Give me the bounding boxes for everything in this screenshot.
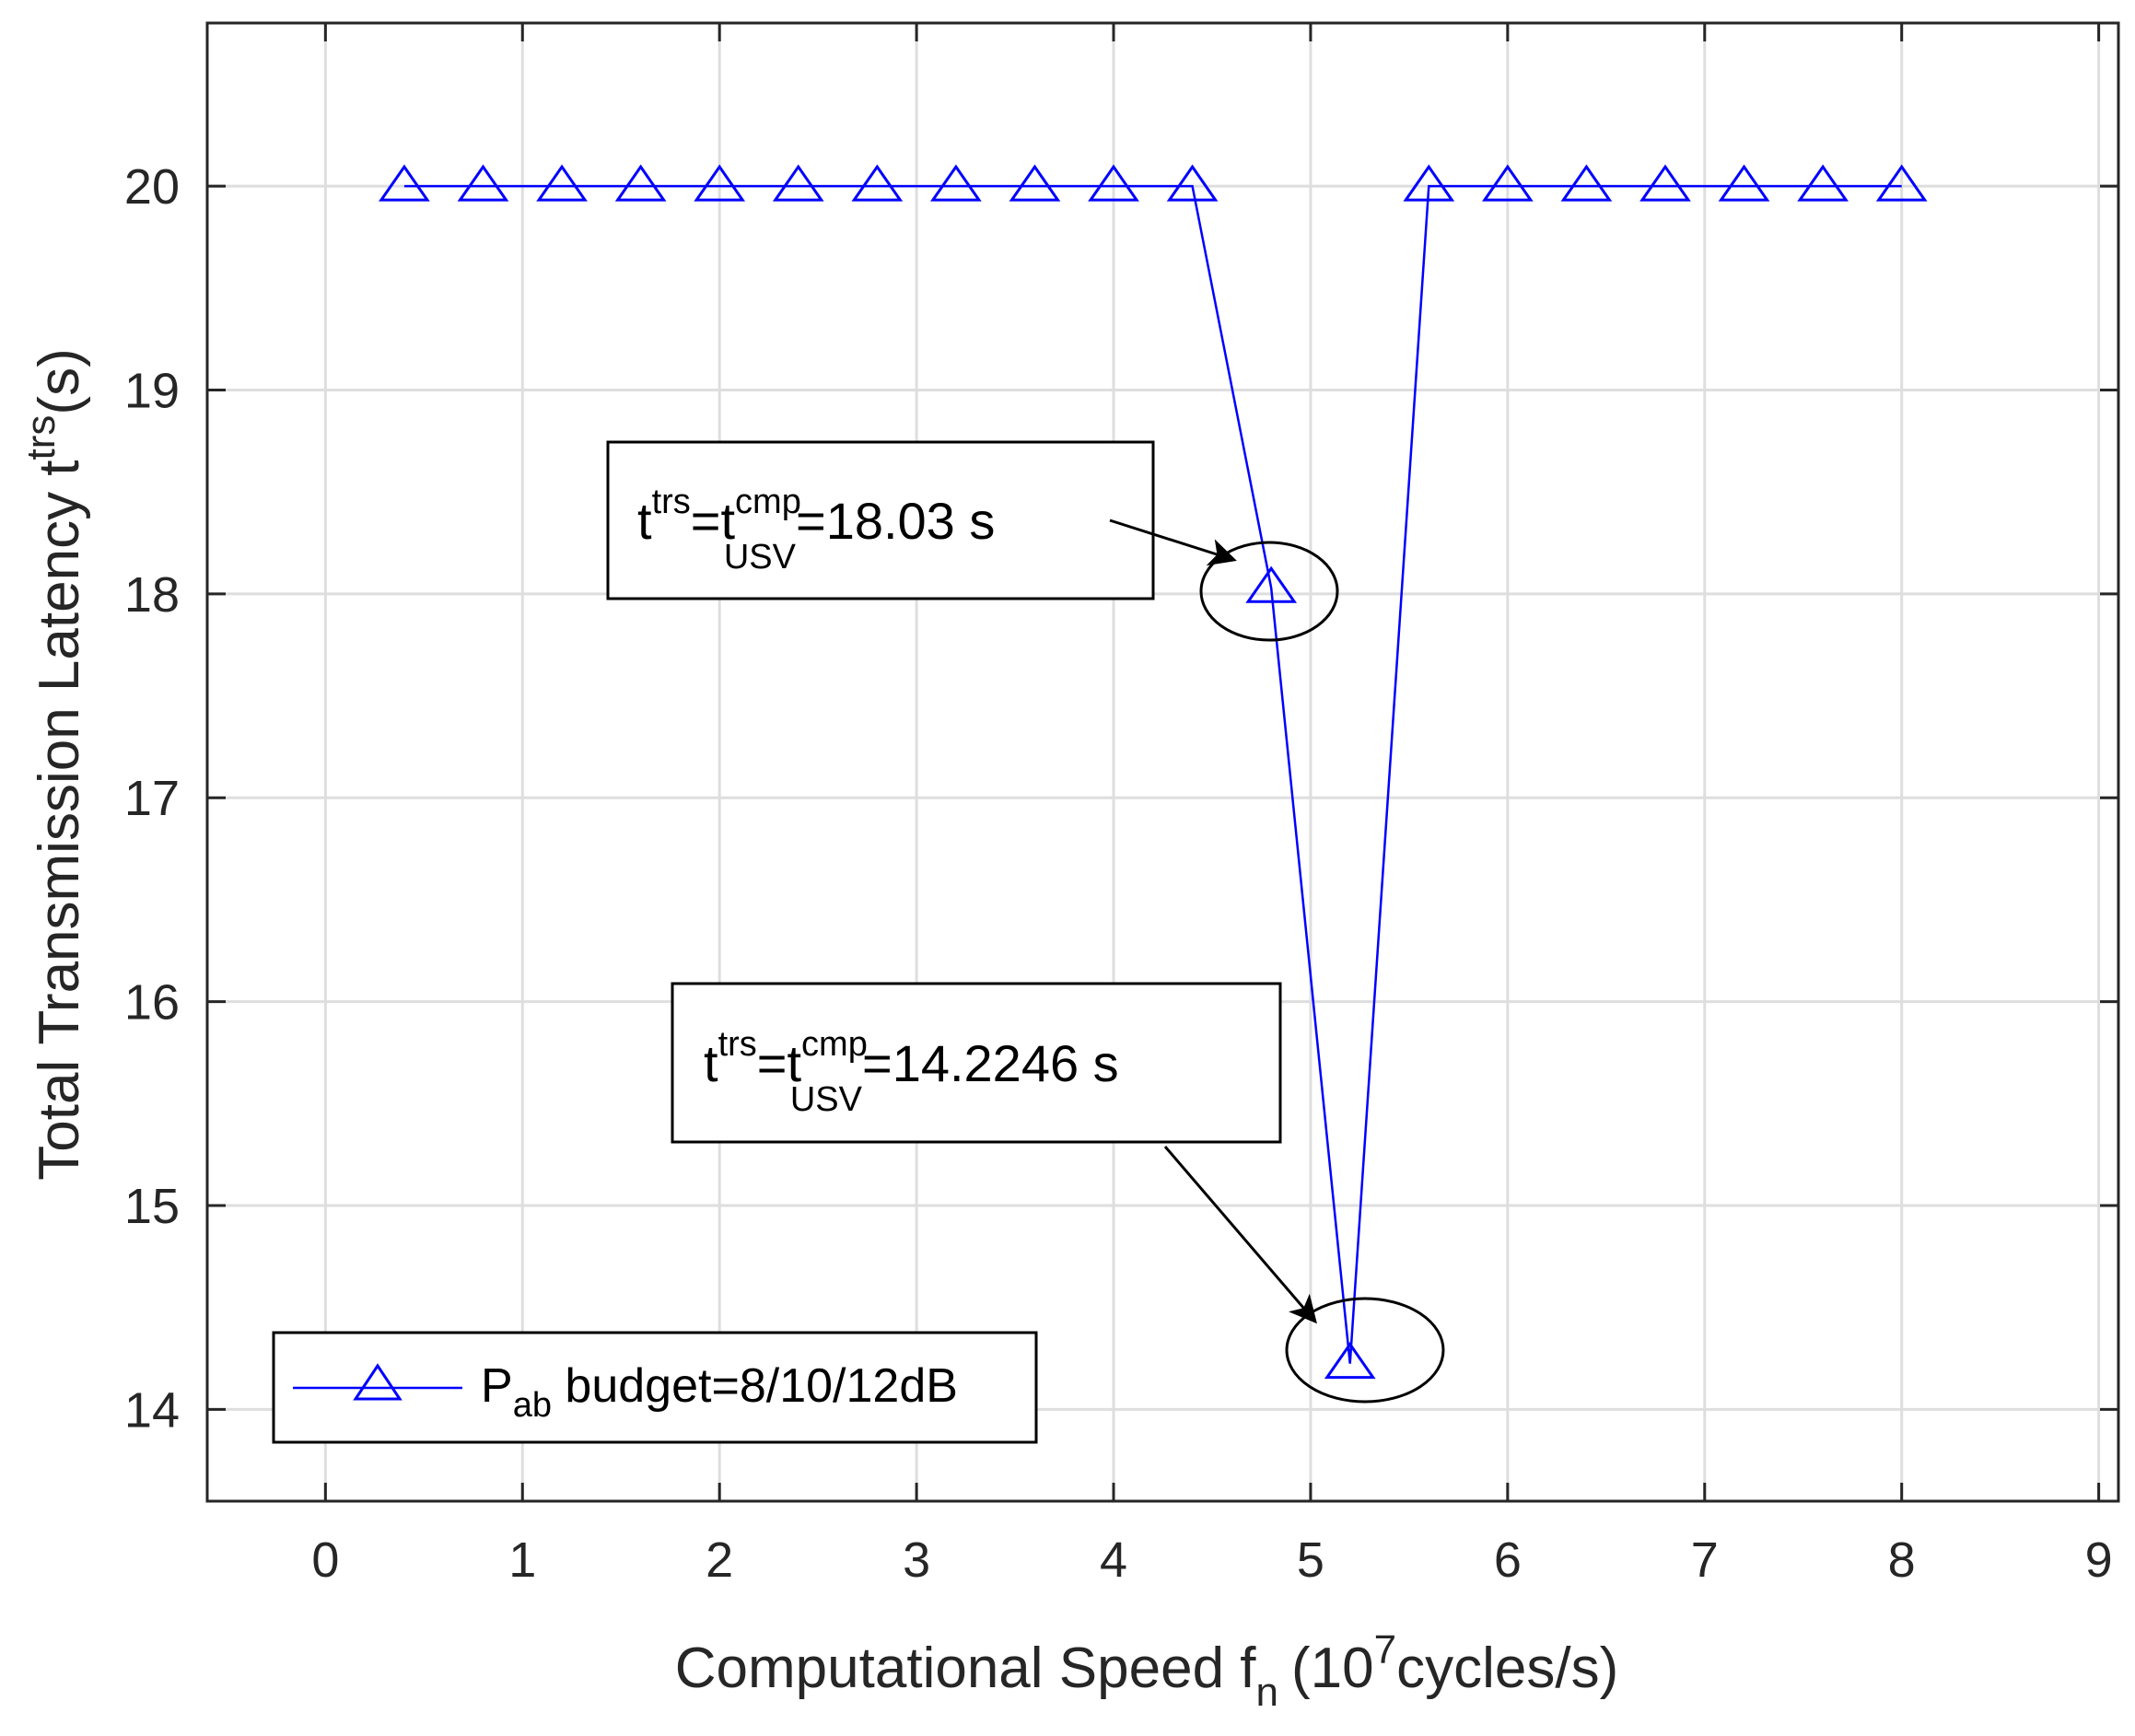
data-point-marker	[772, 164, 824, 202]
annotation-highlight-ellipse	[1199, 541, 1339, 642]
data-point-marker	[694, 164, 746, 202]
y-axis-title: Total Transmission Latency ttrs(s)	[18, 348, 91, 1180]
annotation-arrow	[1163, 1146, 1317, 1324]
data-point-marker	[1245, 565, 1298, 603]
axis-ticks	[207, 23, 2118, 1501]
y-tick-labels: 14 15 16 17 18 19 20	[124, 159, 180, 1438]
x-tick-label: 9	[2085, 1532, 2113, 1588]
x-tick-label: 1	[508, 1532, 536, 1588]
data-point-marker	[930, 164, 982, 202]
data-point-marker	[851, 164, 904, 202]
annotation-14-2246: ttrs=tcmp USV=14.2246 s	[671, 982, 1445, 1404]
x-tick-label: 7	[1691, 1532, 1719, 1588]
grid-lines	[207, 23, 2118, 1501]
y-tick-label: 17	[124, 771, 180, 826]
y-tick-label: 18	[124, 567, 180, 623]
annotation-text: ttrs=tcmp USV=14.2246 s	[704, 1025, 1119, 1119]
annotation-arrow	[1109, 518, 1237, 566]
data-point-marker	[614, 164, 667, 202]
y-tick-label: 14	[124, 1382, 180, 1438]
x-axis-title: Computational Speed fn (107cycles/s)	[675, 1627, 1618, 1715]
data-point-marker	[1403, 164, 1455, 202]
data-point-marker	[1166, 164, 1219, 202]
x-tick-label: 8	[1888, 1532, 1916, 1588]
data-point-marker	[1088, 164, 1139, 202]
x-tick-label: 5	[1297, 1532, 1324, 1588]
data-point-marker	[1797, 164, 1849, 202]
series-group	[379, 164, 1928, 1380]
x-tick-label: 4	[1100, 1532, 1127, 1588]
data-point-marker	[1875, 164, 1928, 202]
data-point-marker	[1481, 164, 1534, 202]
y-tick-label: 16	[124, 975, 180, 1031]
x-tick-label: 6	[1494, 1532, 1522, 1588]
data-point-marker	[1560, 164, 1613, 202]
annotation-18-03: ttrs=tcmp USV=18.03 s	[606, 440, 1339, 642]
y-tick-label: 15	[124, 1179, 180, 1234]
x-tick-label: 0	[311, 1532, 339, 1588]
annotation-box	[606, 440, 1155, 600]
legend-label: Pab budget=8/10/12dB	[481, 1359, 958, 1425]
data-point-marker	[379, 164, 430, 202]
series-line	[403, 184, 1902, 1364]
data-point-marker	[536, 164, 588, 202]
data-point-marker	[1718, 164, 1770, 202]
annotation-highlight-ellipse	[1285, 1297, 1445, 1404]
x-tick-label: 3	[903, 1532, 930, 1588]
data-point-marker	[457, 164, 509, 202]
x-tick-labels: 0 1 2 3 4 5 6 7 8 9	[311, 1532, 2112, 1588]
y-tick-label: 19	[124, 363, 180, 418]
y-tick-label: 20	[124, 159, 180, 215]
legend-marker-triangle	[353, 1363, 402, 1401]
data-point-marker	[1324, 1342, 1376, 1380]
data-point-marker	[1639, 164, 1691, 202]
x-tick-label: 2	[706, 1532, 733, 1588]
legend: Pab budget=8/10/12dB	[272, 1331, 1038, 1444]
plot-area-frame	[205, 21, 2120, 1503]
data-point-marker	[1009, 164, 1061, 202]
annotation-text: ttrs=tcmp USV=18.03 s	[637, 483, 995, 577]
annotation-box	[671, 982, 1282, 1144]
